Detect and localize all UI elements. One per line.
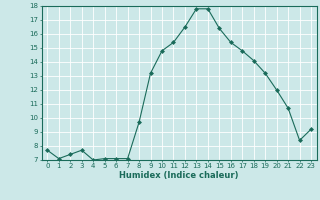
X-axis label: Humidex (Indice chaleur): Humidex (Indice chaleur) (119, 171, 239, 180)
